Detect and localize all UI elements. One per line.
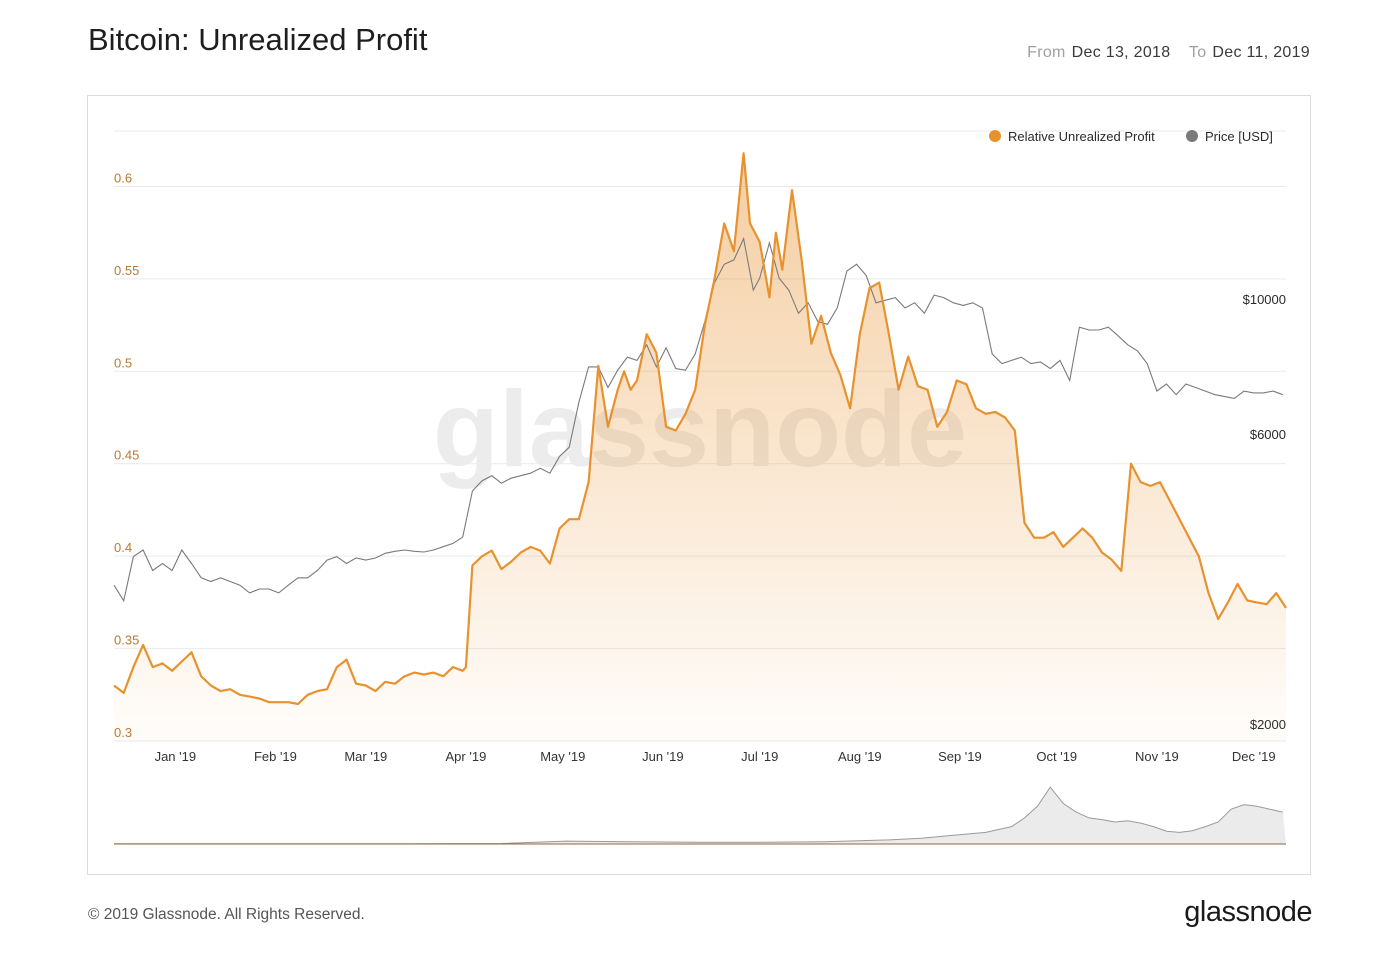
y-left-tick-label: 0.55 [114,263,139,278]
from-label: From [1027,44,1066,61]
x-tick-label: Nov '19 [1135,749,1179,764]
y-right-tick-label: $6000 [1250,427,1286,442]
x-tick-label: Mar '19 [344,749,387,764]
chart-svg[interactable]: glassnode0.30.350.40.450.50.550.6$2000$6… [88,96,1310,874]
x-tick-label: May '19 [540,749,585,764]
y-left-tick-label: 0.4 [114,540,132,555]
legend-marker-profit [989,130,1001,142]
to-date[interactable]: Dec 11, 2019 [1212,44,1310,61]
price-line [113,236,1283,603]
legend-label-profit: Relative Unrealized Profit [1008,129,1155,144]
copyright-text: © 2019 Glassnode. All Rights Reserved. [88,906,365,923]
x-tick-label: Oct '19 [1036,749,1077,764]
page-title: Bitcoin: Unrealized Profit [88,22,428,57]
profit-line [113,152,1287,706]
legend-marker-price [1186,130,1198,142]
date-range[interactable]: From Dec 13, 2018 To Dec 11, 2019 [1027,44,1310,62]
x-tick-label: Dec '19 [1232,749,1276,764]
chart-panel: glassnode0.30.350.40.450.50.550.6$2000$6… [87,95,1311,875]
navigator-line [114,786,1283,845]
x-tick-label: Jul '19 [741,749,778,764]
y-left-tick-label: 0.5 [114,355,132,370]
to-label: To [1188,44,1207,61]
x-tick-label: Aug '19 [838,749,882,764]
x-tick-label: Feb '19 [254,749,297,764]
legend: Relative Unrealized Profit Price [USD] [989,129,1273,144]
profit-area [114,153,1286,741]
from-date[interactable]: Dec 13, 2018 [1071,44,1171,61]
x-tick-label: Jan '19 [155,749,197,764]
x-tick-label: Jun '19 [642,749,684,764]
brand-logo[interactable]: glassnode [1184,896,1312,928]
y-left-tick-label: 0.35 [114,633,139,648]
x-tick-label: Apr '19 [446,749,487,764]
navigator-area [114,787,1286,844]
x-tick-label: Sep '19 [938,749,982,764]
y-right-tick-label: $10000 [1243,292,1286,307]
y-left-tick-label: 0.6 [114,170,132,185]
y-left-tick-label: 0.45 [114,448,139,463]
legend-label-price: Price [USD] [1205,129,1273,144]
